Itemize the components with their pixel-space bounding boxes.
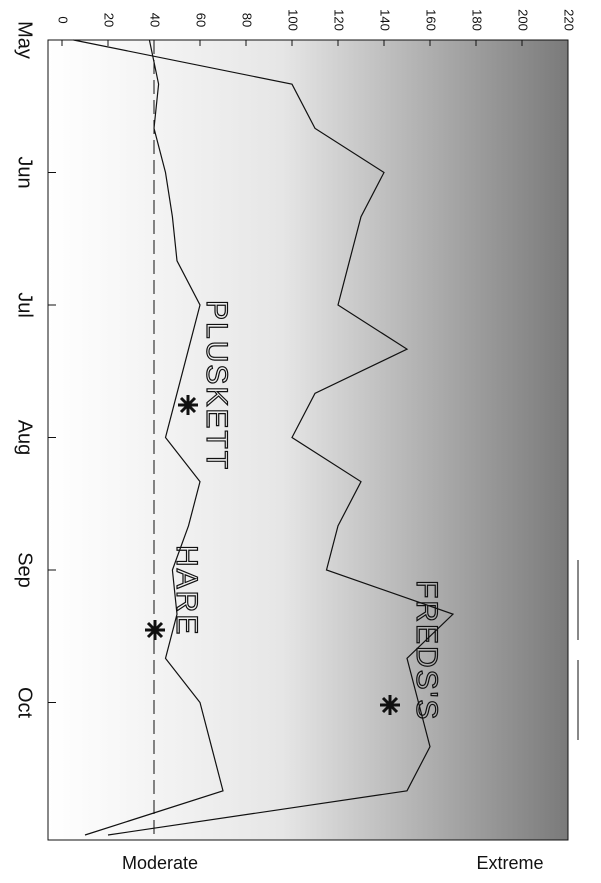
- plot-area: [47, 39, 569, 841]
- annotation: HARE: [170, 545, 203, 636]
- marker-star: [145, 620, 165, 640]
- marker-star: [380, 695, 400, 715]
- marker-star: [178, 395, 198, 415]
- y-tick-label: May: [14, 21, 36, 59]
- y-tick-label: Sep: [14, 552, 36, 588]
- x-tick-label: 100: [286, 9, 301, 31]
- x-tick-label: 0: [56, 16, 71, 23]
- series-line: [84, 39, 224, 836]
- x-tick-label: 200: [516, 9, 531, 31]
- x-tick-label: 180: [470, 9, 485, 31]
- x-tick-label: 220: [562, 9, 577, 31]
- y-tick-label: Aug: [14, 420, 36, 456]
- x-tick-label: 140: [378, 9, 393, 31]
- x-tick-label: 80: [240, 13, 255, 27]
- scale-label: Moderate: [122, 853, 198, 873]
- series-line: [73, 39, 455, 836]
- y-tick-label: Jun: [14, 156, 36, 188]
- annotation: FREDS'S: [410, 580, 443, 721]
- scale-label: Extreme: [476, 853, 543, 873]
- x-tick-label: 40: [148, 13, 163, 27]
- x-tick-label: 20: [102, 13, 117, 27]
- x-tick-label: 60: [194, 13, 209, 27]
- x-tick-label: 160: [424, 9, 439, 31]
- y-tick-label: Oct: [14, 687, 36, 719]
- annotation: PLUSKETT: [200, 300, 233, 471]
- y-tick-label: Jul: [14, 292, 36, 318]
- x-tick-label: 120: [332, 9, 347, 31]
